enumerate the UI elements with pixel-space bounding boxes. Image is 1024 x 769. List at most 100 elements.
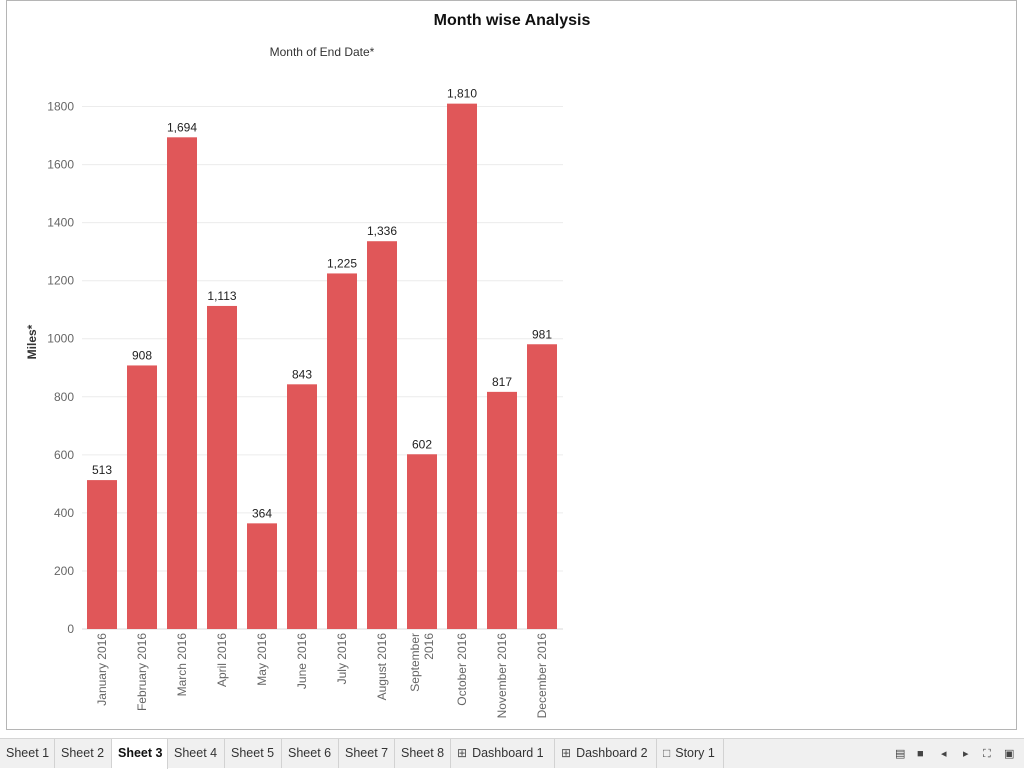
data-label: 817: [492, 375, 512, 389]
y-tick-label: 1800: [47, 100, 74, 114]
x-tick-label: February 2016: [135, 633, 149, 711]
bar[interactable]: [367, 241, 397, 629]
data-label: 1,113: [207, 289, 236, 303]
bar[interactable]: [287, 384, 317, 629]
tab-label: Sheet 7: [345, 746, 389, 760]
x-tick-label-line: August 2016: [375, 633, 389, 701]
y-tick-label: 600: [54, 448, 74, 462]
bar[interactable]: [527, 344, 557, 629]
chart-title: Month wise Analysis: [433, 12, 591, 29]
x-tick-label: September 2016: [408, 633, 436, 692]
y-axis-title: Miles*: [25, 324, 39, 359]
x-tick-label: April 2016: [215, 633, 229, 687]
bar[interactable]: [327, 273, 357, 629]
tab-label: Story 1: [675, 746, 715, 760]
data-label: 1,694: [167, 120, 197, 134]
tab-dashboard-1[interactable]: ⊞ Dashboard 1: [451, 739, 555, 768]
x-tick-label: October 2016: [455, 633, 469, 706]
x-tick-label-line: March 2016: [175, 633, 189, 697]
data-label: 843: [292, 367, 312, 381]
tab-story-1[interactable]: □ Story 1: [657, 739, 724, 768]
story-icon: □: [663, 746, 671, 760]
x-tick-label: August 2016: [375, 633, 389, 701]
x-tick-label: March 2016: [175, 633, 189, 697]
tab-label: Sheet 8: [401, 746, 445, 760]
x-tick-label-line: October 2016: [455, 633, 469, 706]
y-tick-label: 800: [54, 390, 74, 404]
tab-sheet-6[interactable]: Sheet 6: [282, 739, 339, 768]
x-tick-label-line: January 2016: [95, 633, 109, 706]
bar[interactable]: [447, 103, 477, 630]
tab-label: Dashboard 2: [576, 746, 648, 760]
bar[interactable]: [167, 137, 197, 629]
column-header: Month of End Date*: [270, 45, 375, 59]
tab-label: Sheet 6: [288, 746, 332, 760]
x-tick-label-line: November 2016: [495, 633, 509, 719]
bar[interactable]: [247, 523, 277, 629]
y-tick-label: 1600: [47, 158, 74, 172]
tab-sheet-3[interactable]: Sheet 3: [112, 739, 168, 769]
y-tick-label: 1200: [47, 274, 74, 288]
filmstrip-icon[interactable]: ▤: [895, 748, 906, 760]
x-tick-label-line: 2016: [422, 633, 436, 660]
tab-label: Sheet 5: [231, 746, 275, 760]
x-tick-label-line: February 2016: [135, 633, 149, 711]
y-tick-label: 0: [67, 622, 74, 636]
gridlines: [82, 106, 563, 630]
x-tick-label-line: July 2016: [335, 633, 349, 685]
data-label: 1,810: [447, 87, 477, 101]
y-tick-label: 1400: [47, 216, 74, 230]
x-tick-label: June 2016: [295, 633, 309, 689]
y-tick-label: 1000: [47, 332, 74, 346]
tab-sheet-2[interactable]: Sheet 2: [55, 739, 112, 768]
x-tick-label: May 2016: [255, 633, 269, 686]
tab-sheet-5[interactable]: Sheet 5: [225, 739, 282, 768]
tab-label: Sheet 1: [6, 746, 50, 760]
data-label: 1,225: [327, 256, 357, 270]
dashboard-icon: ⊞: [561, 746, 572, 760]
x-tick-label-line: June 2016: [295, 633, 309, 689]
tab-label: Sheet 2: [61, 746, 105, 760]
tab-label: Dashboard 1: [472, 746, 544, 760]
tab-label: Sheet 3: [118, 746, 163, 760]
x-tick-label: January 2016: [95, 633, 109, 706]
data-label: 602: [412, 437, 432, 451]
y-tick-label: 400: [54, 506, 74, 520]
data-label: 1,336: [367, 224, 397, 238]
sheet-tabs-bar: Sheet 1 Sheet 2 Sheet 3 Sheet 4 Sheet 5 Sheet…: [0, 738, 1024, 769]
tab-sheet-1[interactable]: Sheet 1: [0, 739, 55, 768]
tab-dashboard-2[interactable]: ⊞ Dashboard 2: [555, 739, 657, 768]
y-tick-label: 200: [54, 564, 74, 578]
tab-label: Sheet 4: [174, 746, 218, 760]
x-tick-label-line: May 2016: [255, 633, 269, 686]
x-axis: January 2016 February 2016 March 2016 April…: [95, 633, 549, 719]
x-tick-label: July 2016: [335, 633, 349, 685]
data-label: 364: [252, 506, 272, 520]
x-tick-label: December 2016: [535, 633, 549, 719]
bar[interactable]: [87, 480, 117, 629]
bar[interactable]: [127, 365, 157, 629]
data-label: 513: [92, 463, 112, 477]
tab-sheet-8[interactable]: Sheet 8: [395, 739, 451, 768]
prev-sheet-icon[interactable]: ◂: [941, 748, 947, 760]
bar[interactable]: [407, 454, 437, 629]
bar[interactable]: [487, 391, 517, 629]
x-tick-label-line: September: [408, 633, 422, 692]
x-tick-label-line: December 2016: [535, 633, 549, 719]
data-label: 908: [132, 348, 152, 362]
x-tick-label: November 2016: [495, 633, 509, 719]
data-labels: 513 908 1,694 1,113 364 843 1,225 1,336 602 1,810…: [92, 87, 552, 521]
next-sheet-icon[interactable]: ▸: [963, 748, 969, 760]
tab-sheet-7[interactable]: Sheet 7: [339, 739, 395, 768]
tabs-view-icon[interactable]: ■: [917, 748, 924, 760]
dashboard-icon: ⊞: [457, 746, 468, 760]
tab-sheet-4[interactable]: Sheet 4: [168, 739, 225, 768]
bars: [87, 103, 557, 630]
y-axis: 0 200 400 600 800 1000 1200 1400 1600 1800: [47, 100, 74, 636]
x-tick-label-line: April 2016: [215, 633, 229, 687]
fullscreen-icon[interactable]: ⛶: [983, 748, 991, 760]
data-label: 981: [532, 327, 552, 341]
bar[interactable]: [207, 305, 237, 629]
bar-chart: 0 200 400 600 800 1000 1200 1400 1600 1800 513 908…: [25, 45, 563, 719]
presentation-icon[interactable]: ▣: [1004, 748, 1015, 760]
